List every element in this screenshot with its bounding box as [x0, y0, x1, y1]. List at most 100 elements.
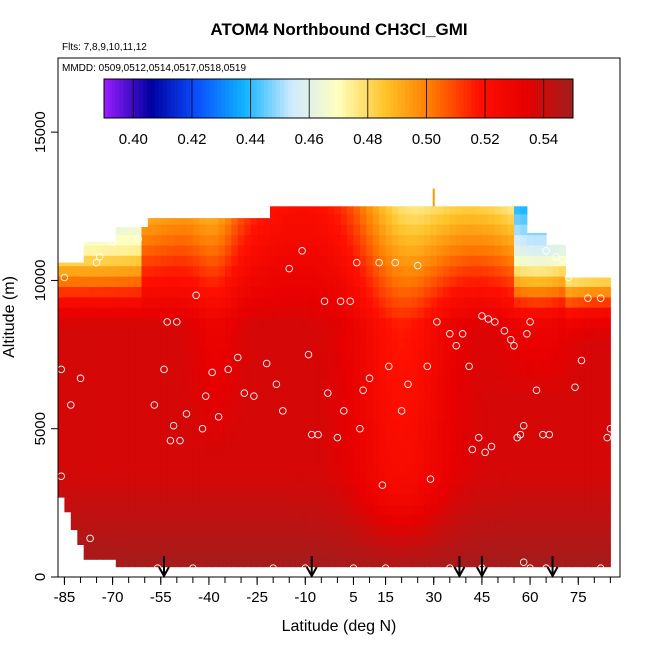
heatmap-cell: [186, 234, 194, 246]
colorbar-swatch: [334, 79, 339, 118]
heatmap-cell: [186, 525, 194, 537]
heatmap-cell: [192, 431, 200, 443]
heatmap-cell: [225, 286, 232, 298]
heatmap-cell: [250, 379, 258, 391]
heatmap-cell: [147, 462, 155, 474]
heatmap-cell: [372, 556, 380, 568]
heatmap-cell: [469, 369, 477, 381]
heatmap-cell: [424, 494, 432, 505]
heatmap-cell: [481, 556, 489, 568]
data-point: [176, 436, 184, 445]
heatmap-cell: [347, 442, 354, 454]
heatmap-cell: [366, 265, 374, 277]
heatmap-cell: [302, 400, 310, 412]
heatmap-cell: [327, 473, 335, 485]
heatmap-cell: [481, 286, 489, 298]
heatmap-cell: [584, 556, 592, 568]
heatmap-cell: [321, 400, 329, 412]
heatmap-cell: [372, 286, 380, 298]
heatmap-cell: [321, 514, 329, 526]
heatmap-cell: [270, 514, 277, 526]
heatmap-cell: [359, 462, 367, 474]
heatmap-cell: [314, 234, 322, 246]
data-point: [558, 255, 566, 264]
heatmap-cell: [571, 483, 579, 495]
heatmap-cell: [289, 483, 297, 495]
heatmap-cell: [501, 286, 509, 298]
heatmap-cell: [417, 410, 425, 422]
heatmap-cell: [539, 494, 547, 505]
heatmap-cell: [135, 244, 143, 256]
heatmap-cell: [526, 379, 534, 391]
heatmap-cell: [488, 234, 496, 246]
heatmap-cell: [90, 265, 98, 277]
heatmap-cell: [250, 317, 258, 329]
heatmap-cell: [314, 431, 322, 443]
heatmap-cell: [192, 307, 200, 319]
heatmap-cell: [257, 462, 265, 474]
heatmap-cell: [533, 442, 541, 454]
heatmap-cell: [347, 514, 354, 526]
heatmap-cell: [597, 277, 605, 287]
heatmap-cell: [334, 348, 342, 360]
heatmap-cell: [571, 556, 579, 568]
heatmap-cell: [366, 359, 374, 370]
heatmap-cell: [347, 224, 354, 236]
heatmap-cell: [372, 276, 380, 287]
heatmap-cell: [231, 307, 239, 319]
heatmap-cell: [578, 359, 586, 370]
heatmap-cell: [475, 359, 483, 370]
heatmap-cell: [231, 218, 239, 225]
heatmap-cell: [314, 442, 322, 454]
heatmap-cell: [167, 327, 175, 339]
heatmap-cell: [481, 462, 489, 474]
heatmap-cell: [436, 224, 444, 236]
heatmap-cell: [115, 525, 123, 537]
data-point: [301, 564, 310, 572]
heatmap-cell: [366, 514, 374, 526]
heatmap-cell: [481, 421, 489, 433]
heatmap-cell: [353, 452, 361, 464]
heatmap-cell: [225, 525, 232, 537]
colorbar-swatch: [475, 79, 480, 118]
heatmap-cell: [462, 400, 470, 412]
heatmap-cell: [353, 255, 361, 267]
heatmap-cell: [501, 234, 509, 246]
heatmap-cell: [180, 338, 187, 350]
heatmap-cell: [160, 504, 168, 516]
heatmap-cell: [475, 452, 483, 464]
heatmap-cell: [244, 218, 252, 225]
heatmap-cell: [212, 234, 220, 246]
colorbar-swatch: [201, 79, 207, 118]
heatmap-cell: [392, 421, 399, 433]
heatmap-cell: [58, 327, 65, 339]
colorbar-swatch: [252, 79, 257, 118]
heatmap-cell: [135, 442, 143, 454]
heatmap-cell: [205, 535, 213, 547]
heatmap-cell: [218, 504, 226, 516]
colorbar-swatch: [459, 79, 465, 118]
heatmap-cell: [514, 286, 521, 298]
heatmap-cell: [122, 410, 130, 422]
heatmap-cell: [276, 494, 284, 505]
heatmap-cell: [443, 431, 451, 443]
heatmap-cell: [147, 483, 155, 495]
heatmap-cell: [231, 390, 239, 402]
heatmap-cell: [591, 525, 599, 537]
heatmap-cell: [385, 265, 393, 277]
heatmap-cell: [539, 535, 547, 547]
heatmap-cell: [417, 327, 425, 339]
heatmap-cell: [552, 390, 560, 402]
heatmap-cell: [559, 327, 566, 339]
heatmap-cell: [584, 535, 592, 547]
heatmap-cell: [559, 276, 566, 287]
heatmap-cell: [436, 265, 444, 277]
heatmap-cell: [147, 369, 155, 381]
heatmap-cell: [462, 224, 470, 236]
heatmap-cell: [180, 390, 187, 402]
data-point: [134, 235, 143, 243]
heatmap-cell: [83, 535, 91, 547]
heatmap-cell: [83, 369, 91, 381]
heatmap-cell: [385, 206, 393, 215]
heatmap-cell: [186, 390, 194, 402]
